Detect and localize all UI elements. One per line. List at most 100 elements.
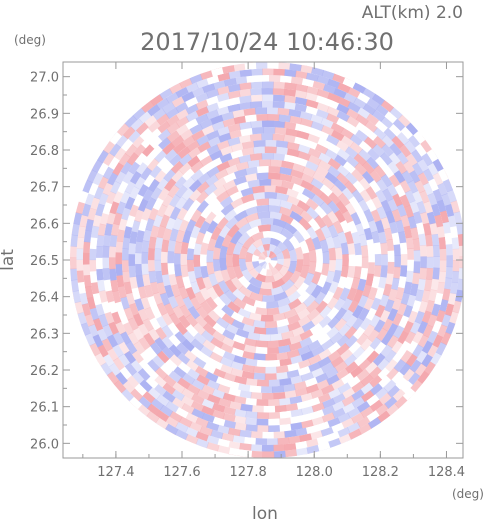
radar-cell	[268, 262, 274, 270]
radar-cell	[138, 111, 152, 124]
radar-cell	[279, 173, 293, 183]
radar-cell	[71, 223, 80, 236]
radar-cell	[180, 253, 188, 266]
radar-cell	[361, 256, 369, 269]
radar-cell	[147, 259, 155, 272]
y-tick-label: 26.2	[30, 364, 59, 379]
radar-cell	[327, 452, 341, 458]
radar-cell	[276, 297, 291, 308]
radar-cell	[185, 96, 199, 108]
radar-cell	[238, 101, 252, 111]
radar-cell	[285, 128, 299, 137]
radar-cell	[336, 334, 350, 348]
radar-cell	[248, 276, 263, 289]
radar-cell	[273, 231, 288, 244]
radar-cell	[267, 340, 280, 348]
radar-cell	[260, 218, 275, 226]
radar-cell	[286, 141, 300, 151]
radar-cell	[154, 169, 167, 183]
radar-cell	[223, 419, 236, 429]
radar-cell	[98, 192, 109, 206]
radar-cell	[407, 310, 418, 324]
radar-cell	[375, 104, 389, 117]
radar-cell	[338, 433, 352, 445]
radar-cell	[261, 294, 276, 302]
radar-cell	[69, 300, 71, 314]
radar-cell	[241, 370, 255, 380]
radar-cell	[300, 117, 314, 128]
radar-cell	[394, 413, 408, 426]
radar-cell	[95, 246, 104, 258]
radar-cell	[97, 344, 109, 358]
radar-cell	[192, 322, 206, 336]
radar-cell	[215, 317, 230, 330]
radar-cell	[171, 389, 185, 402]
radar-cell	[70, 279, 79, 292]
radar-cell	[273, 81, 286, 89]
radar-cell	[130, 388, 144, 402]
radar-cell	[336, 172, 350, 186]
radar-cell	[148, 207, 159, 221]
radar-cell	[196, 181, 210, 194]
radar-cell	[238, 245, 249, 260]
radar-cell	[92, 334, 104, 348]
radar-cell	[407, 180, 419, 194]
radar-cell	[364, 136, 378, 150]
radar-cell	[347, 375, 361, 389]
radar-cell	[325, 235, 335, 250]
radar-cell	[386, 183, 399, 197]
radar-cell	[214, 269, 225, 284]
radar-cell	[279, 410, 292, 419]
radar-cell	[165, 92, 179, 104]
radar-cell	[257, 62, 270, 63]
radar-cell	[133, 143, 147, 157]
radar-cell	[398, 340, 411, 355]
radar-cell	[164, 178, 177, 192]
radar-cell	[201, 125, 215, 136]
radar-cell	[436, 199, 447, 213]
radar-cell	[320, 426, 334, 437]
radar-cell	[191, 393, 205, 405]
radar-cell	[333, 87, 347, 99]
radar-cell	[283, 456, 296, 458]
radar-cell	[450, 200, 460, 214]
radar-cell	[102, 353, 115, 368]
radar-cell	[216, 216, 229, 231]
radar-cell	[364, 361, 378, 375]
radar-cell	[244, 62, 257, 70]
radar-cell	[421, 340, 434, 354]
radar-cell	[422, 222, 432, 236]
radar-cell	[273, 94, 286, 102]
radar-cell	[211, 409, 225, 420]
radar-cell	[161, 273, 171, 287]
radar-cell	[173, 252, 181, 266]
radar-cell	[310, 121, 324, 132]
radar-cell	[216, 140, 230, 151]
radar-cell	[402, 368, 415, 382]
radar-cell	[191, 86, 205, 98]
radar-cell	[444, 232, 453, 246]
radar-cell	[379, 309, 391, 323]
radar-cell	[337, 427, 351, 438]
radar-cell	[246, 225, 260, 238]
radar-cell	[195, 190, 209, 204]
radar-cell	[332, 393, 346, 405]
radar-cell	[284, 429, 297, 438]
radar-cell	[137, 368, 151, 382]
radar-cell	[465, 235, 473, 247]
radar-cell	[73, 212, 83, 225]
radar-cell	[432, 158, 444, 173]
radar-cell	[370, 209, 382, 223]
radar-cell	[340, 220, 351, 234]
radar-cell	[156, 350, 170, 364]
radar-cell	[303, 272, 315, 287]
radar-cell	[119, 366, 132, 380]
radar-cell	[366, 410, 380, 423]
radar-cell	[152, 197, 164, 211]
radar-cell	[284, 449, 298, 458]
radar-cell	[452, 248, 460, 261]
radar-cell	[234, 216, 249, 230]
radar-cell	[82, 252, 90, 265]
radar-cell	[321, 362, 335, 374]
radar-cell	[290, 203, 304, 216]
